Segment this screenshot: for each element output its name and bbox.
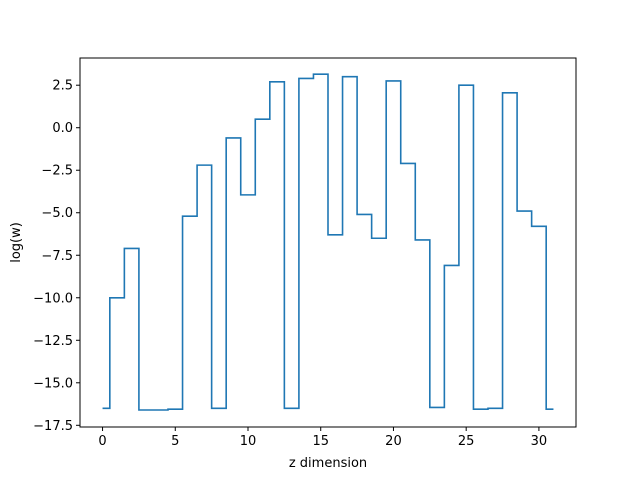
y-tick-label: −7.5 xyxy=(41,249,73,264)
y-axis-label: log(w) xyxy=(9,222,24,263)
plot-frame xyxy=(79,57,577,428)
y-tick-label: −15.0 xyxy=(33,376,73,391)
x-tick-label: 25 xyxy=(458,434,475,449)
y-tick-label: −5.0 xyxy=(41,206,73,221)
y-axis: −17.5 −15.0 −12.5 −10.0 −7.5 −5.0 −2.5 0.0 2.5 xyxy=(33,79,80,434)
y-tick-label: 2.5 xyxy=(52,79,73,94)
y-tick-label: −17.5 xyxy=(33,419,73,434)
y-tick-label: −12.5 xyxy=(33,334,73,349)
x-tick-label: 20 xyxy=(385,434,402,449)
series-line xyxy=(102,73,554,411)
x-axis: 0 5 10 15 20 25 30 xyxy=(98,427,547,449)
y-tick-label: −2.5 xyxy=(41,164,73,179)
y-tick-label: −10.0 xyxy=(33,291,73,306)
x-axis-label: z dimension xyxy=(289,456,367,471)
x-tick-label: 30 xyxy=(531,434,548,449)
x-tick-label: 5 xyxy=(171,434,179,449)
y-tick-label: 0.0 xyxy=(52,121,73,136)
plot-marks xyxy=(102,73,554,411)
x-tick-label: 10 xyxy=(240,434,257,449)
x-tick-label: 15 xyxy=(312,434,329,449)
x-tick-label: 0 xyxy=(98,434,106,449)
